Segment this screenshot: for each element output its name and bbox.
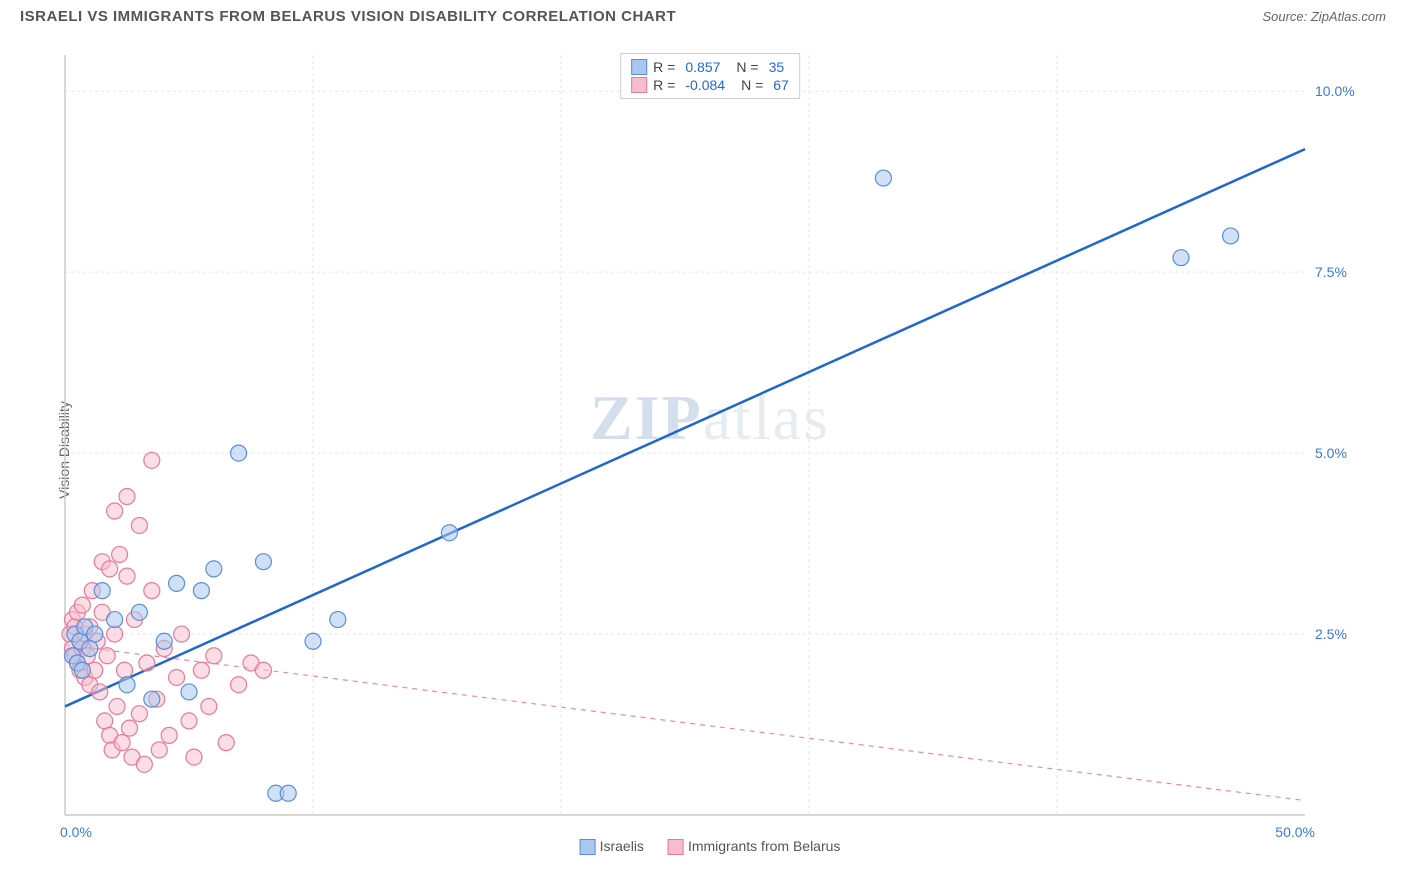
correlation-legend: R = 0.857 N = 35 R = -0.084 N = 67 — [620, 53, 800, 99]
svg-text:10.0%: 10.0% — [1315, 83, 1355, 99]
svg-text:0.0%: 0.0% — [60, 824, 92, 840]
source-name: ZipAtlas.com — [1311, 9, 1386, 24]
scatter-plot: 2.5% 5.0% 7.5% 10.0% 0.0% 50.0% — [50, 45, 1380, 855]
legend-row-israelis: R = 0.857 N = 35 — [631, 58, 789, 76]
legend-swatch-pink — [631, 77, 647, 93]
chart-header: ISRAELI VS IMMIGRANTS FROM BELARUS VISIO… — [0, 0, 1406, 31]
source-label: Source: ZipAtlas.com — [1262, 9, 1386, 24]
chart-title: ISRAELI VS IMMIGRANTS FROM BELARUS VISIO… — [20, 8, 676, 25]
legend-swatch-blue — [580, 839, 596, 855]
legend-n-value-1: 35 — [769, 59, 785, 75]
legend-row-belarus: R = -0.084 N = 67 — [631, 76, 789, 94]
bottom-legend-item: Immigrants from Belarus — [668, 838, 840, 855]
legend-r-value-2: -0.084 — [685, 77, 725, 93]
source-prefix: Source: — [1262, 9, 1310, 24]
chart-area: Vision Disability R = 0.857 N = 35 R = -… — [40, 45, 1380, 855]
svg-text:7.5%: 7.5% — [1315, 264, 1347, 280]
svg-text:5.0%: 5.0% — [1315, 445, 1347, 461]
bottom-legend: Israelis Immigrants from Belarus — [580, 838, 841, 855]
legend-r-value-1: 0.857 — [685, 59, 720, 75]
legend-swatch-pink — [668, 839, 684, 855]
legend-swatch-blue — [631, 59, 647, 75]
legend-r-label: R = — [653, 77, 675, 93]
legend-n-label: N = — [736, 59, 758, 75]
legend-r-label: R = — [653, 59, 675, 75]
bottom-legend-item: Israelis — [580, 838, 644, 855]
svg-text:2.5%: 2.5% — [1315, 626, 1347, 642]
bottom-legend-label-1: Israelis — [600, 838, 644, 854]
svg-text:50.0%: 50.0% — [1275, 824, 1315, 840]
legend-n-value-2: 67 — [773, 77, 789, 93]
bottom-legend-label-2: Immigrants from Belarus — [688, 838, 840, 854]
legend-n-label: N = — [741, 77, 763, 93]
